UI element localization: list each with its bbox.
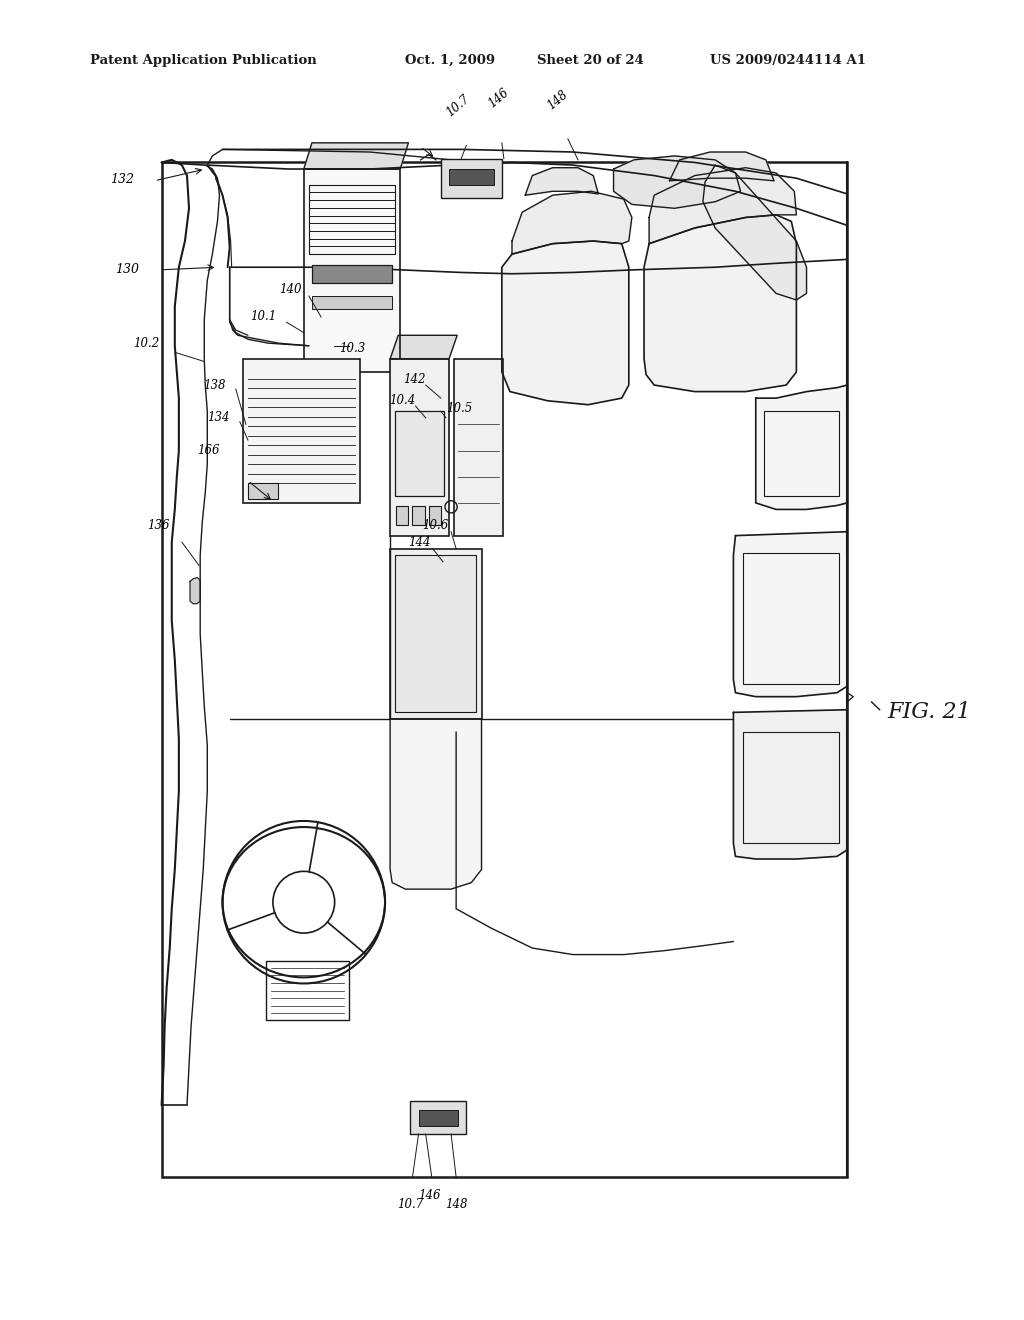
Bar: [312, 264, 392, 282]
Text: Oct. 1, 2009: Oct. 1, 2009: [406, 54, 496, 67]
Bar: [413, 506, 425, 525]
Polygon shape: [649, 168, 797, 244]
Text: 10.5: 10.5: [446, 403, 472, 414]
Polygon shape: [525, 168, 598, 195]
Polygon shape: [304, 169, 400, 372]
Text: 148: 148: [444, 1199, 467, 1212]
Text: 136: 136: [147, 519, 170, 532]
Polygon shape: [304, 143, 409, 169]
Text: 142: 142: [403, 374, 426, 387]
Polygon shape: [733, 532, 847, 697]
Bar: [243, 359, 359, 503]
Bar: [395, 412, 444, 496]
Text: Patent Application Publication: Patent Application Publication: [90, 54, 317, 67]
Bar: [266, 961, 349, 1020]
Polygon shape: [502, 242, 629, 405]
Text: US 2009/0244114 A1: US 2009/0244114 A1: [710, 54, 866, 67]
Bar: [429, 506, 441, 525]
Text: 140: 140: [280, 282, 302, 296]
Text: 10.3: 10.3: [339, 342, 366, 355]
Bar: [441, 158, 502, 198]
Bar: [395, 556, 476, 713]
Polygon shape: [702, 165, 807, 300]
Bar: [411, 1101, 466, 1134]
Text: 166: 166: [197, 444, 219, 457]
Polygon shape: [512, 191, 632, 255]
Text: 146: 146: [486, 86, 512, 110]
Text: 146: 146: [419, 1189, 441, 1203]
Text: 144: 144: [409, 536, 431, 549]
Bar: [454, 359, 503, 536]
Bar: [764, 412, 839, 496]
Bar: [450, 169, 494, 185]
Text: 10.4: 10.4: [389, 395, 416, 408]
Bar: [742, 553, 839, 684]
Text: FIG. 21: FIG. 21: [888, 701, 972, 723]
Bar: [248, 483, 279, 499]
Text: 134: 134: [207, 412, 229, 424]
Text: 10.7: 10.7: [444, 92, 472, 119]
Text: 130: 130: [116, 264, 139, 276]
Polygon shape: [644, 215, 797, 392]
Text: 10.1: 10.1: [250, 310, 276, 323]
Text: 10.7: 10.7: [397, 1199, 424, 1212]
Polygon shape: [390, 719, 481, 890]
Text: 10.2: 10.2: [133, 337, 160, 350]
Bar: [396, 506, 409, 525]
Bar: [162, 162, 847, 1177]
Bar: [390, 359, 450, 536]
Text: 138: 138: [203, 379, 225, 392]
Bar: [390, 549, 481, 719]
Bar: [309, 185, 395, 255]
Text: 132: 132: [111, 173, 134, 186]
Bar: [742, 733, 839, 843]
Text: 10.6: 10.6: [422, 519, 449, 532]
Polygon shape: [613, 156, 740, 209]
Polygon shape: [733, 710, 847, 859]
Polygon shape: [190, 578, 200, 603]
Polygon shape: [390, 335, 457, 359]
Polygon shape: [670, 152, 774, 181]
Polygon shape: [756, 385, 847, 510]
Bar: [312, 296, 392, 309]
Bar: [419, 1110, 458, 1126]
Text: Sheet 20 of 24: Sheet 20 of 24: [538, 54, 644, 67]
Text: 148: 148: [545, 88, 570, 112]
